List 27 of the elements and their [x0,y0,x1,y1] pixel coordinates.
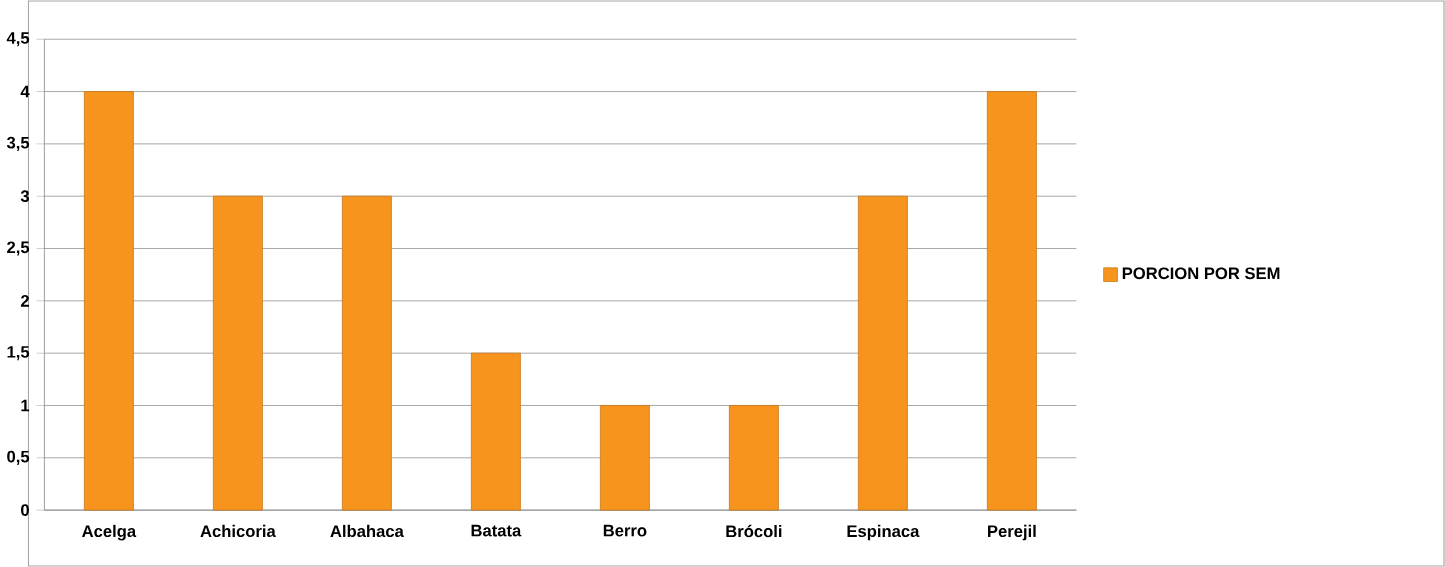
legend-label: PORCION POR SEM [1122,267,1280,280]
y-tick-label: 2,5 [7,241,30,256]
x-tick-label: Albahaca [330,524,404,538]
x-tick-label: Acelga [82,524,137,541]
bar [728,405,779,511]
y-tick-label: 4,5 [6,32,30,47]
bar [599,405,650,511]
bar [83,91,134,511]
x-tick-label: Perejil [988,524,1036,541]
y-tick-label: 0,5 [7,450,30,465]
x-tick-label: Berro [603,524,647,537]
x-tick-label: Batata [471,524,522,537]
y-tick-label: 0 [21,504,29,516]
x-tick-label: Achicoria [200,524,276,538]
y-tick-label: 2 [20,295,29,307]
y-tick-label: 3,5 [6,136,30,151]
y-tick-label: 1 [21,399,30,412]
y-tick-label: 3 [20,190,30,203]
bar [986,91,1037,511]
y-tick-label: 1,5 [7,346,30,361]
x-tick-label: Espinaca [847,524,920,541]
bar [857,195,908,511]
bar [341,195,392,511]
bar [212,195,263,511]
x-tick-label: Brócoli [726,524,782,538]
y-tick-label: 4 [20,85,30,98]
bar [470,352,521,511]
